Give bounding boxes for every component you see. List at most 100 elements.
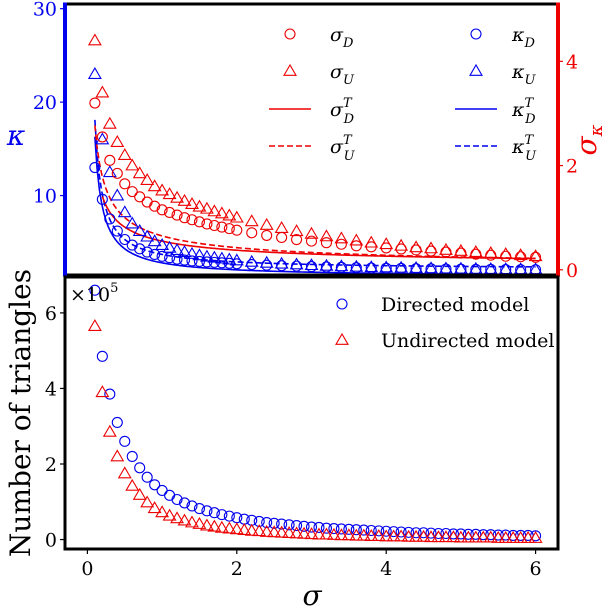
legend-marker-3 xyxy=(469,63,483,76)
point-Directed-model xyxy=(477,529,489,541)
point-κD xyxy=(149,248,161,260)
point-Directed-model xyxy=(425,527,437,539)
point-κD xyxy=(365,262,377,274)
right-axis-label-sub: κ xyxy=(586,124,607,137)
point-σD xyxy=(291,234,303,246)
point-κU xyxy=(319,258,334,271)
point-σD xyxy=(186,214,198,226)
x-tick-label: 6 xyxy=(530,558,542,580)
point-κD xyxy=(104,213,116,225)
point-σD xyxy=(126,186,138,198)
point-κU xyxy=(132,223,147,236)
bottom-frame xyxy=(63,275,560,551)
point-κD xyxy=(395,262,407,275)
point-Undirected-model xyxy=(409,529,424,542)
legend-label-5: κT D xyxy=(511,96,536,127)
curve-κU-T xyxy=(94,119,536,268)
point-κU xyxy=(102,165,117,178)
point-σU xyxy=(177,193,192,206)
point-Undirected-model xyxy=(222,521,237,534)
right-tick-label: 4 xyxy=(566,51,578,73)
legend-label-7-base: κ xyxy=(511,136,525,158)
point-σU xyxy=(192,199,207,212)
point-Undirected-model xyxy=(267,525,282,538)
point-Undirected-model xyxy=(192,516,207,529)
legend-label-1: κD xyxy=(511,24,535,51)
point-σU xyxy=(304,226,319,239)
point-σU xyxy=(222,208,237,221)
point-σD xyxy=(500,250,512,262)
point-σU xyxy=(438,242,453,255)
point-Undirected-model xyxy=(424,530,438,543)
point-σU xyxy=(513,248,528,261)
point-Undirected-model xyxy=(207,519,222,532)
point-σU xyxy=(199,201,214,214)
point-κD xyxy=(305,261,318,273)
legend-label-6-sub: U xyxy=(344,149,356,164)
legend-label-bottom-1: Undirected model xyxy=(381,330,554,352)
point-Directed-model xyxy=(111,416,123,428)
bottom-plot-area xyxy=(87,284,543,543)
point-Directed-model xyxy=(380,525,392,537)
point-Undirected-model xyxy=(379,529,394,542)
point-Directed-model xyxy=(208,507,220,519)
point-Undirected-model xyxy=(349,528,364,541)
point-Undirected-model xyxy=(521,530,536,543)
point-Undirected-model xyxy=(498,530,513,543)
point-Undirected-model xyxy=(506,530,521,543)
point-κU xyxy=(185,246,199,259)
legend-label-bottom-0: Directed model xyxy=(381,294,529,316)
point-σU xyxy=(394,238,409,251)
point-σD xyxy=(530,251,542,263)
point-Undirected-model xyxy=(476,530,491,543)
point-Directed-model xyxy=(156,484,168,496)
point-Undirected-model xyxy=(312,527,326,540)
x-tick-label: 4 xyxy=(380,558,392,580)
point-κU xyxy=(140,229,155,242)
point-Undirected-model xyxy=(102,424,117,437)
legend-marker-0 xyxy=(284,28,296,40)
point-Undirected-model xyxy=(326,527,341,540)
point-Directed-model xyxy=(365,524,377,537)
point-κU xyxy=(409,260,424,273)
point-Undirected-model xyxy=(491,530,506,543)
left-tick-label: 20 xyxy=(33,92,57,114)
point-σU xyxy=(274,221,289,233)
point-Undirected-model xyxy=(483,530,498,543)
point-σU xyxy=(132,166,147,179)
point-Directed-model xyxy=(440,527,452,540)
point-κD xyxy=(276,260,288,272)
point-Undirected-model xyxy=(431,530,446,543)
point-σD xyxy=(223,223,235,235)
point-Directed-model xyxy=(149,479,161,491)
point-σU xyxy=(102,116,117,129)
point-Directed-model xyxy=(193,503,206,515)
point-σU xyxy=(147,179,162,192)
x-axis-label: σ xyxy=(302,579,322,612)
point-Undirected-model xyxy=(132,487,147,500)
point-κU xyxy=(274,256,289,269)
point-κU xyxy=(117,205,132,218)
point-σU xyxy=(229,210,244,223)
point-σD xyxy=(193,216,206,228)
point-Directed-model xyxy=(313,521,325,534)
point-σD xyxy=(276,231,288,244)
point-κU xyxy=(95,132,110,145)
point-σD xyxy=(201,218,213,230)
point-κU xyxy=(379,260,394,273)
point-Undirected-model xyxy=(468,530,483,543)
point-Directed-model xyxy=(89,284,101,296)
point-Undirected-model xyxy=(371,529,386,542)
point-Undirected-model xyxy=(274,525,289,538)
legend-label-4-sup: T xyxy=(343,96,353,111)
point-σD xyxy=(335,238,347,250)
legend-label-4: σT D xyxy=(330,96,355,127)
point-Directed-model xyxy=(291,520,303,532)
y-tick-label: 6 xyxy=(45,303,57,325)
point-σU xyxy=(214,206,229,219)
point-σU xyxy=(95,85,110,98)
point-Directed-model xyxy=(395,526,407,538)
legend-label-3-base: κ xyxy=(511,61,525,83)
legend-marker-2 xyxy=(283,63,297,76)
